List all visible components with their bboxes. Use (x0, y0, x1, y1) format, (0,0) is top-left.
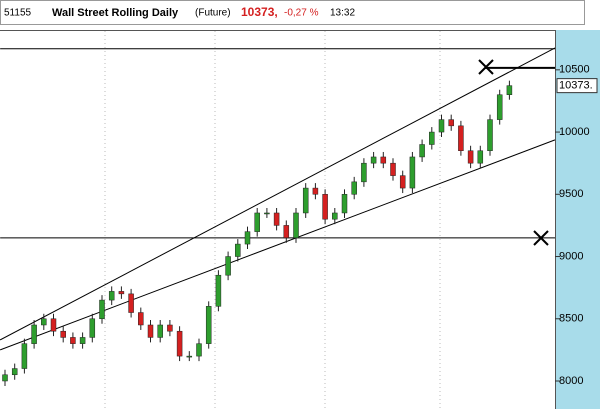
candle-body (448, 119, 454, 127)
candle-body (341, 194, 348, 214)
candle-body (293, 212, 299, 239)
candle-body (138, 312, 144, 326)
candle-body (11, 368, 18, 376)
candle-body (419, 144, 425, 158)
candle-body (186, 355, 193, 358)
code: 51155 (4, 8, 32, 19)
candle-body (99, 299, 105, 320)
candle-body (2, 374, 8, 382)
candle-body (390, 162, 396, 176)
candle-body (147, 324, 154, 338)
candle-body (50, 318, 57, 332)
y-tick-label: 10500 (559, 64, 590, 76)
candle-body (70, 337, 76, 344)
candle-body (477, 150, 484, 164)
candle-body (506, 85, 513, 95)
candle-body (370, 156, 377, 164)
candle-body (409, 156, 416, 189)
price-axis (555, 30, 600, 409)
candle-body (254, 212, 260, 232)
instrument-name: Wall Street Rolling Daily (52, 7, 179, 19)
change: -0,27 % (284, 8, 319, 19)
candle-body (332, 212, 338, 220)
trend-line (0, 47, 556, 341)
candle-body (235, 243, 241, 257)
candle-body (399, 175, 406, 189)
candle-body (167, 324, 173, 332)
candle-body (215, 274, 222, 307)
candle-body (225, 256, 231, 276)
candle-body (438, 119, 445, 133)
candle-body (264, 212, 270, 215)
candle-body (60, 330, 66, 338)
price-box (556, 78, 598, 94)
candle-body (79, 337, 86, 344)
candle-body (302, 187, 309, 214)
time: 13:32 (330, 8, 355, 19)
candle-body (380, 156, 387, 164)
header-bar (0, 0, 585, 25)
candle-body (205, 306, 212, 344)
candle-body (176, 330, 183, 357)
candle-body (273, 212, 280, 226)
candle-body (196, 343, 202, 357)
candle-body (41, 318, 47, 326)
candle-body (244, 231, 251, 245)
candle-body (429, 131, 435, 145)
candle-body (21, 343, 28, 369)
candle-body (31, 324, 37, 344)
candle-body (118, 291, 125, 295)
candle-body (89, 318, 96, 338)
candle-body (458, 125, 464, 151)
candle-body (487, 119, 493, 151)
y-tick-label: 8000 (559, 375, 583, 387)
candle-body (361, 162, 367, 183)
candle-body (322, 194, 328, 220)
y-tick-label: 10000 (559, 126, 590, 138)
candle-body (283, 225, 290, 239)
price-label: 10373. (559, 80, 593, 92)
y-tick-label: 9500 (559, 188, 583, 200)
instrument-kind: (Future) (195, 8, 231, 19)
y-tick-label: 8500 (559, 313, 583, 325)
last-price: 10373, (241, 5, 278, 19)
candle-body (128, 293, 134, 313)
candle-body (157, 324, 163, 338)
candle-body (496, 94, 503, 120)
candle-body (312, 187, 319, 195)
candle-body (108, 291, 115, 301)
y-tick-label: 9000 (559, 250, 583, 262)
candle-body (467, 150, 474, 164)
candle-body (351, 181, 357, 195)
